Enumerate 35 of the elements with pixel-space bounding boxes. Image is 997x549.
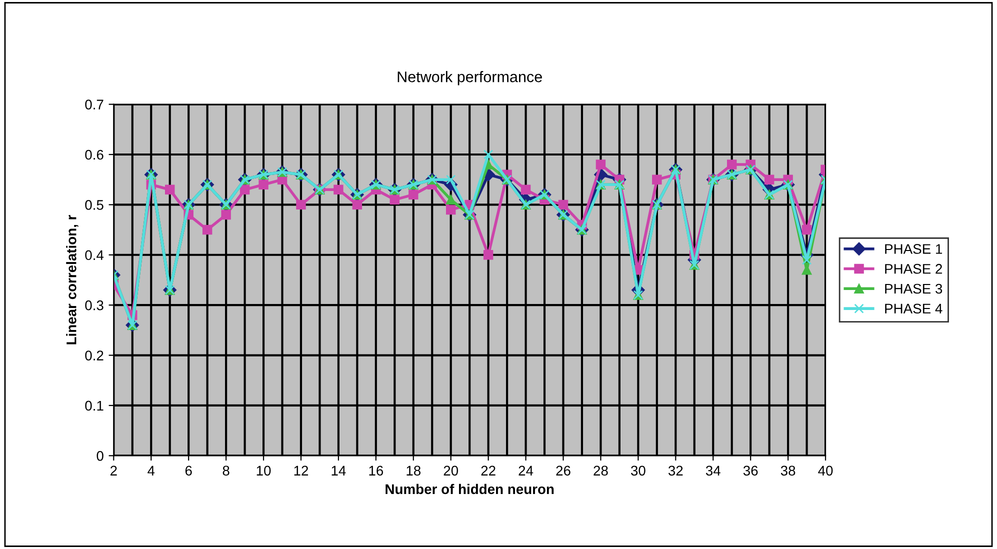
x-tick-label: 4: [148, 466, 155, 476]
x-tick-label: 16: [369, 466, 384, 476]
x-tick-label: 26: [556, 466, 570, 476]
x-tick-label: 18: [406, 466, 421, 476]
y-tick-label: 0.4: [85, 250, 104, 260]
y-tick-label: 0.7: [85, 100, 104, 110]
x-tick-label: 8: [222, 466, 230, 476]
x-tick-label: 28: [594, 466, 608, 476]
x-tick-label: 32: [668, 466, 683, 476]
y-tick-label: 0.3: [85, 300, 104, 310]
chart-title: Network performance: [398, 71, 542, 86]
x-tick-label: 14: [332, 466, 346, 476]
x-tick-label: 24: [518, 466, 534, 476]
x-tick-label: 20: [444, 466, 458, 476]
x-axis-title: Number of hidden neuron: [386, 484, 554, 494]
x-tick-label: 40: [818, 466, 833, 476]
x-tick-label: 34: [706, 466, 720, 476]
legend-label: PHASE 1: [885, 244, 942, 254]
x-tick-label: 6: [185, 466, 192, 476]
legend-label: PHASE 3: [885, 284, 942, 294]
y-tick-label: 0.1: [85, 400, 104, 411]
legend-label: PHASE 4: [885, 304, 942, 314]
y-tick-label: 0.5: [85, 200, 104, 210]
x-tick-label: 38: [780, 466, 796, 476]
x-tick-label: 12: [294, 466, 308, 476]
x-tick-label: 10: [256, 466, 271, 476]
x-tick-label: 30: [630, 466, 646, 476]
x-tick-label: 36: [743, 466, 758, 476]
x-tick-label: 2: [110, 466, 117, 476]
y-tick-label: 0.6: [85, 150, 104, 160]
y-tick-label: 0.2: [85, 350, 104, 360]
legend-label: PHASE 2: [885, 264, 942, 274]
y-axis-title: Linear correlation, r: [66, 214, 78, 344]
x-tick-label: 22: [481, 466, 496, 476]
y-tick-label: 0: [96, 451, 104, 461]
